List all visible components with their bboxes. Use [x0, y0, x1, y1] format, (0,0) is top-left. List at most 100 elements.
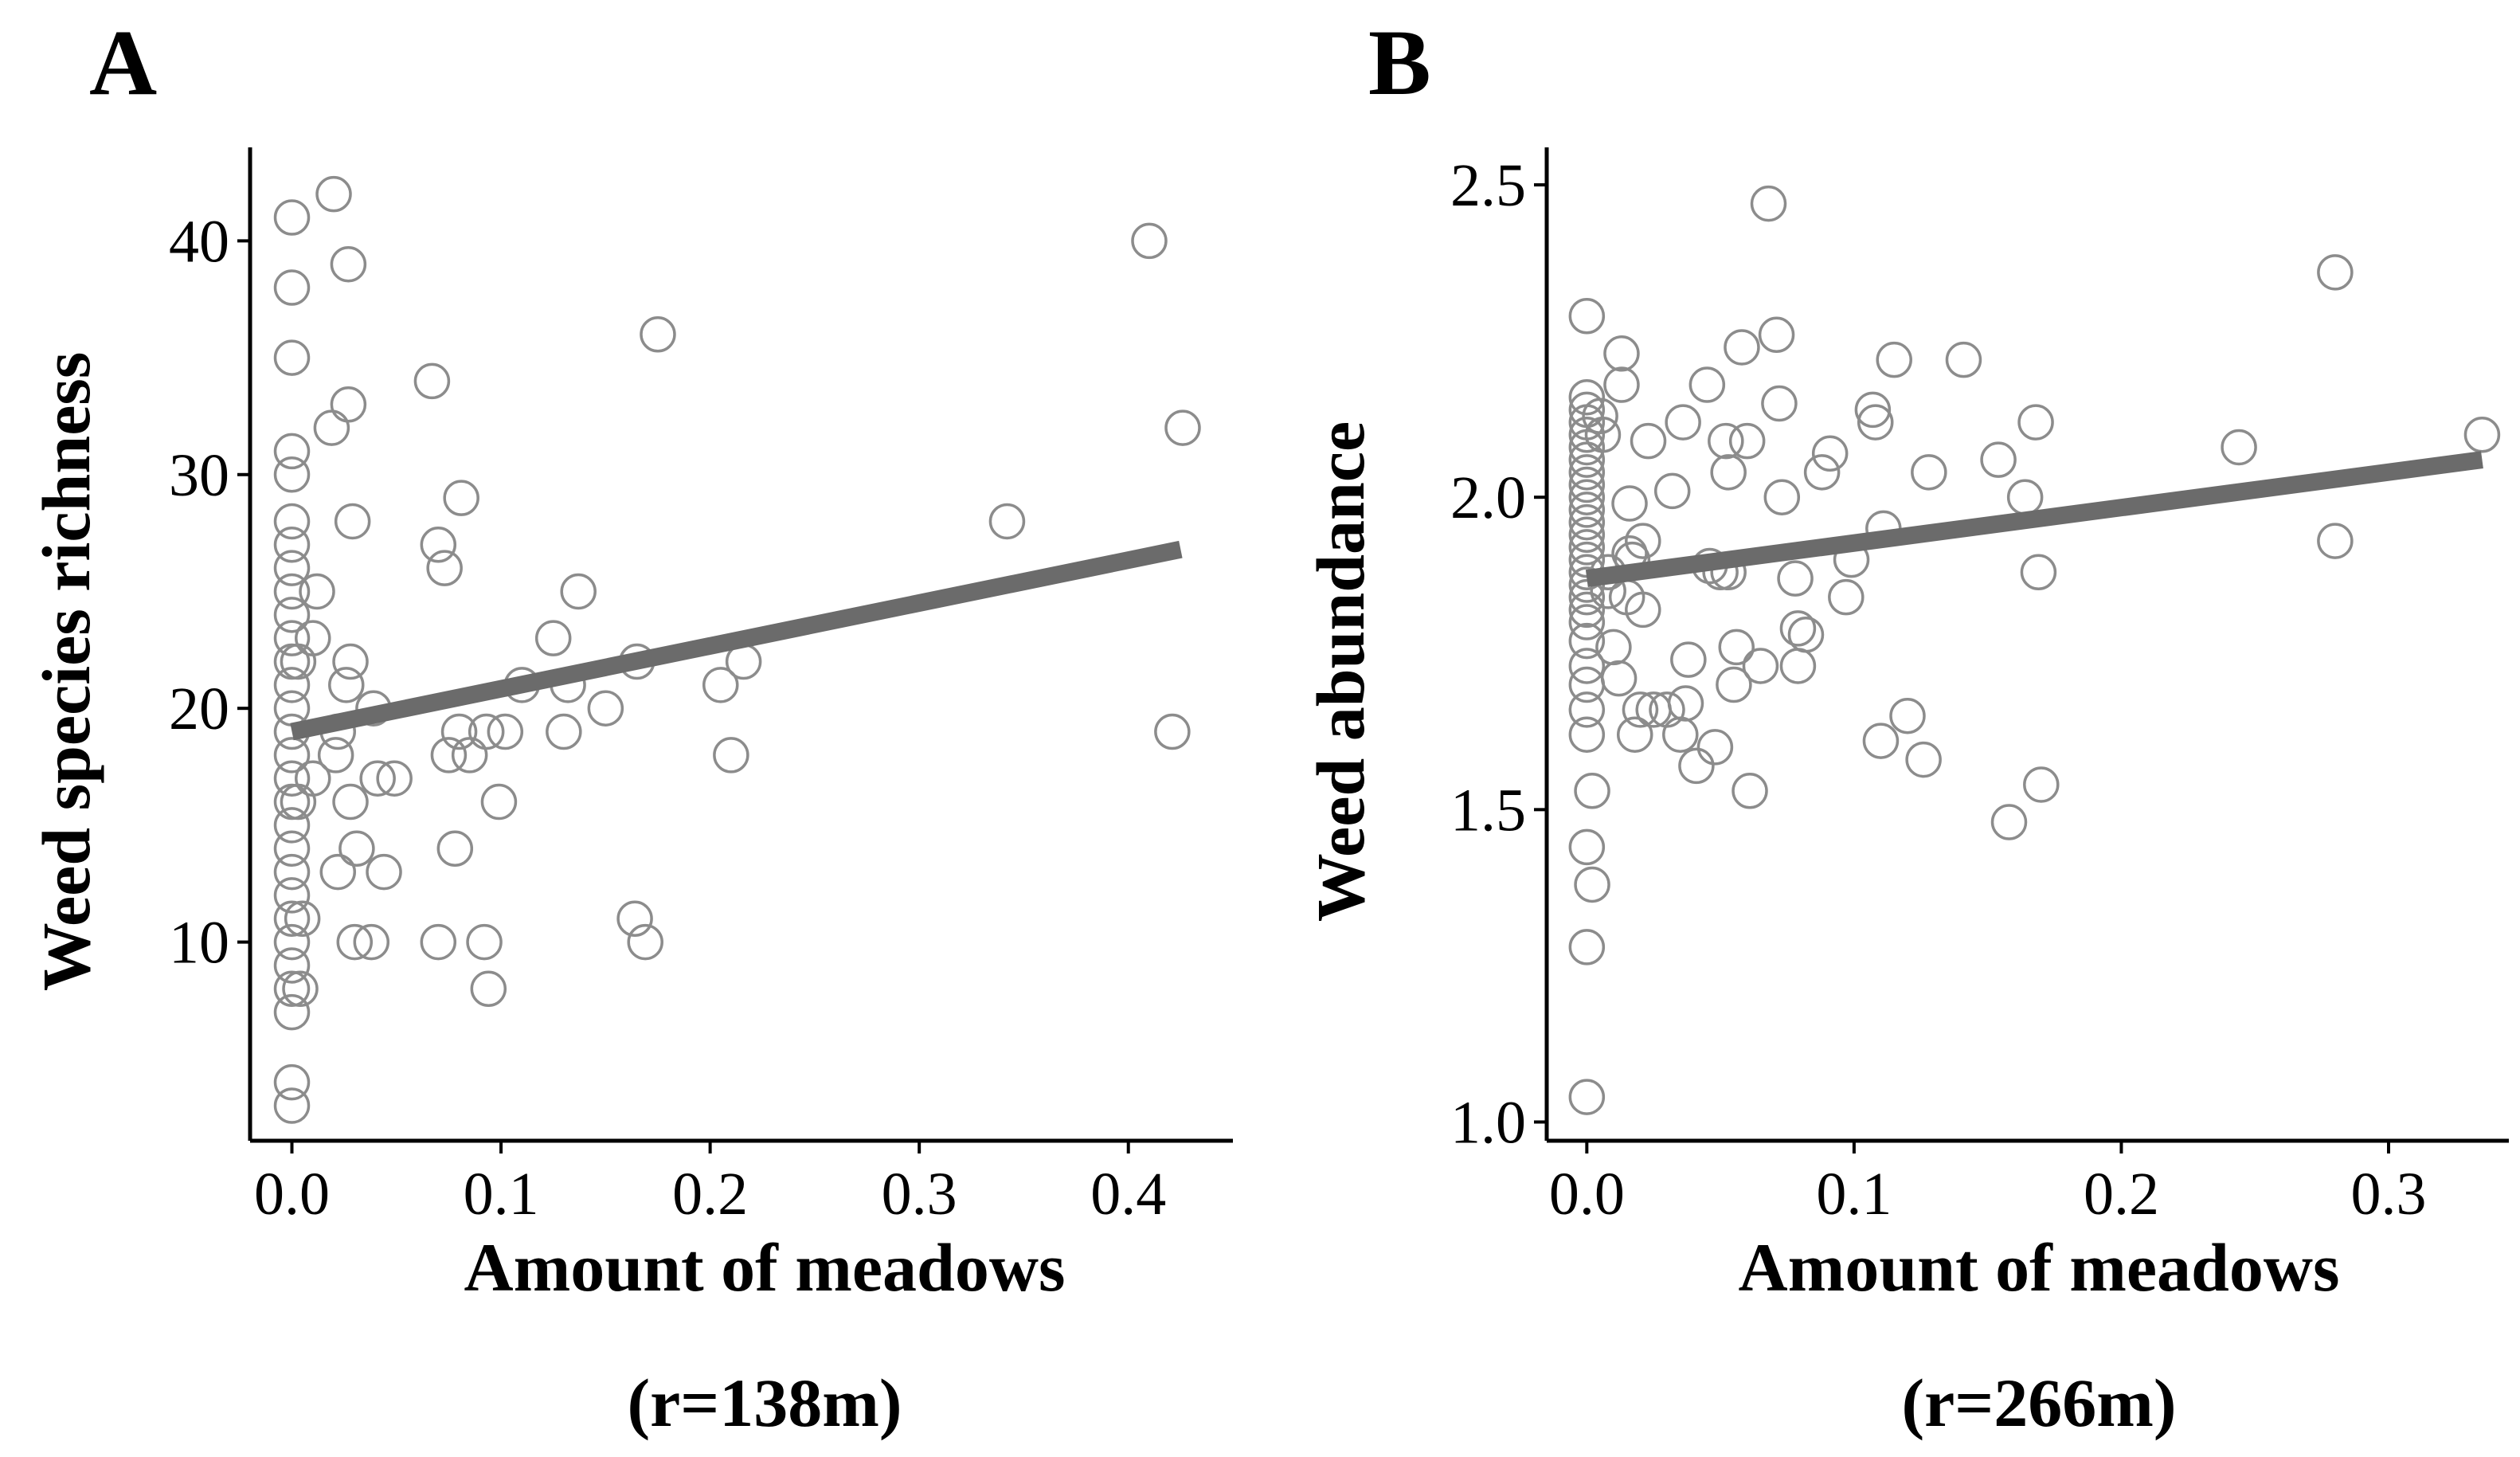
- data-point-b: [1911, 454, 1947, 491]
- data-point-b: [2023, 766, 2060, 803]
- data-point-b: [1724, 329, 1760, 366]
- y-tick-label-b: 1.0: [1450, 1089, 1526, 1156]
- x-tick-label-a: 0.3: [882, 1161, 957, 1228]
- data-point-a: [295, 620, 331, 656]
- data-point-b: [1857, 404, 1894, 441]
- data-point-a: [299, 573, 335, 610]
- data-point-a: [317, 737, 354, 774]
- data-point-b: [1761, 385, 1798, 422]
- y-axis-title-a: Weed species richness: [28, 352, 104, 992]
- data-point-a: [273, 760, 311, 797]
- radius-subtitle-a: (r=138m): [627, 1365, 902, 1441]
- data-point-b: [1787, 616, 1825, 653]
- data-point-a: [420, 923, 457, 961]
- data-point-a: [1131, 222, 1168, 260]
- data-point-b: [1718, 629, 1755, 666]
- data-point-a: [413, 362, 451, 400]
- data-point-b: [1568, 929, 1606, 965]
- data-point-b: [1811, 435, 1849, 472]
- data-point-a: [273, 947, 311, 984]
- data-point-a: [702, 667, 739, 703]
- y-tick-label-a: 10: [169, 910, 229, 977]
- data-point-a: [336, 923, 374, 961]
- data-point-a: [487, 713, 524, 750]
- x-tick-label-b: 0.1: [1816, 1161, 1892, 1228]
- data-point-a: [273, 339, 311, 376]
- data-point-a: [273, 503, 311, 540]
- data-point-b: [1630, 422, 1667, 460]
- data-point-b: [1568, 479, 1606, 515]
- x-tick-label-b: 0.3: [2351, 1161, 2427, 1228]
- x-tick-label-a: 0.1: [464, 1161, 539, 1228]
- data-point-b: [1732, 773, 1768, 809]
- data-point-b: [1905, 741, 1942, 778]
- data-point-b: [1750, 185, 1787, 222]
- data-point-a: [273, 1087, 311, 1124]
- regression-line-a: [290, 540, 1183, 741]
- data-point-a: [273, 269, 311, 306]
- data-point-b: [1803, 454, 1841, 491]
- data-point-b: [2020, 554, 2057, 591]
- data-point-a: [295, 760, 331, 797]
- data-point-b: [1600, 660, 1638, 697]
- data-point-b: [1582, 398, 1618, 434]
- data-point-a: [640, 315, 676, 353]
- data-point-b: [1828, 578, 1865, 616]
- data-point-a: [334, 503, 371, 540]
- data-point-a: [273, 993, 311, 1031]
- data-point-b: [1568, 691, 1606, 728]
- data-point-b: [1990, 804, 2028, 840]
- scatter-points-b: [1568, 185, 2501, 1115]
- data-point-a: [282, 970, 319, 1008]
- data-point-b: [1568, 622, 1606, 660]
- data-point-b: [1779, 648, 1817, 684]
- x-tick-label-a: 0.2: [672, 1161, 748, 1228]
- x-tick-label-b: 0.2: [2084, 1161, 2159, 1228]
- data-point-a: [1164, 409, 1201, 446]
- chart-panel-a: A 0.0 0.1 0.2 0.3 0.4 10 20 30 40 Weed species …: [28, 10, 1233, 1441]
- data-point-b: [1763, 479, 1801, 515]
- data-point-b: [1568, 604, 1606, 640]
- data-point-a: [359, 760, 396, 797]
- data-point-a: [366, 853, 402, 891]
- y-tick-label-b: 1.5: [1450, 777, 1526, 844]
- data-point-a: [713, 737, 749, 774]
- panel-label-b: B: [1368, 10, 1431, 115]
- x-tick-label-b: 0.0: [1549, 1161, 1625, 1228]
- data-point-b: [2006, 479, 2044, 515]
- y-tick-label-a: 20: [169, 676, 229, 742]
- data-point-b: [1568, 578, 1606, 616]
- data-point-a: [332, 783, 369, 821]
- data-point-b: [1777, 560, 1814, 597]
- data-point-a: [616, 900, 653, 938]
- data-point-b: [1716, 666, 1752, 703]
- data-point-a: [273, 527, 311, 563]
- data-point-b: [1667, 685, 1704, 722]
- data-point-b: [1611, 485, 1648, 522]
- x-ticks-b: 0.0 0.1 0.2 0.3: [1549, 1141, 2427, 1228]
- data-point-a: [273, 923, 311, 961]
- data-point-b: [1568, 466, 1606, 503]
- data-point-a: [627, 923, 663, 961]
- data-point-a: [273, 1063, 311, 1101]
- data-point-b: [1625, 591, 1661, 629]
- data-point-a: [332, 643, 369, 680]
- data-point-b: [1876, 341, 1912, 378]
- data-point-a: [273, 737, 311, 774]
- data-point-b: [1568, 648, 1606, 684]
- data-point-b: [1568, 378, 1606, 416]
- y-tick-label-a: 30: [169, 442, 229, 509]
- radius-subtitle-b: (r=266m): [1901, 1365, 2176, 1441]
- data-point-a: [273, 456, 311, 493]
- data-point-b: [1568, 1079, 1606, 1115]
- data-point-a: [273, 199, 311, 236]
- data-point-a: [273, 807, 311, 844]
- regression-line-b: [1585, 451, 2483, 588]
- data-point-a: [313, 409, 350, 446]
- data-point-a: [466, 923, 503, 961]
- y-ticks-b: 1.0 1.5 2.0 2.5: [1450, 152, 1547, 1156]
- data-point-a: [546, 713, 582, 750]
- data-point-b: [1728, 422, 1766, 460]
- x-tick-label-a: 0.4: [1090, 1161, 1166, 1228]
